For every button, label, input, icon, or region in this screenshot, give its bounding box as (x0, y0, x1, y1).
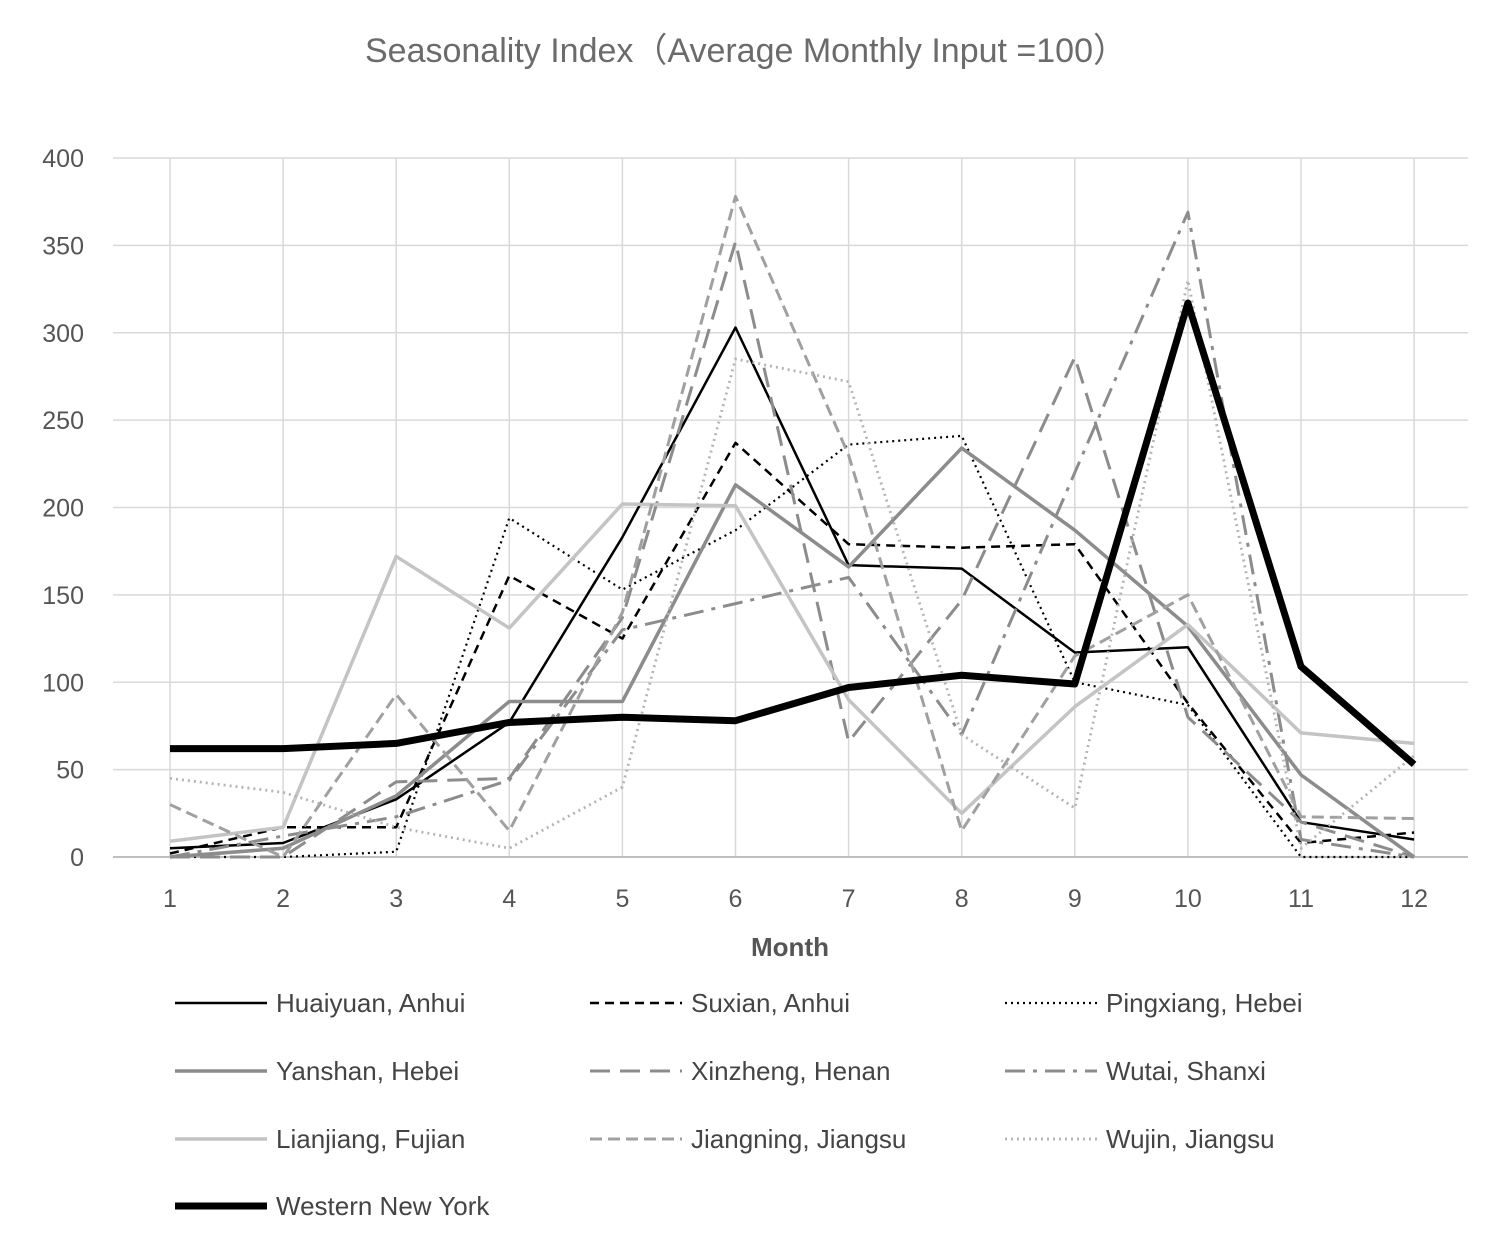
y-tick-label: 150 (42, 582, 84, 610)
y-tick-label: 50 (56, 757, 84, 785)
legend-item: Lianjiang, Fujian (175, 1124, 465, 1154)
legend-label: Huaiyuan, Anhui (276, 988, 465, 1018)
legend-item: Jiangning, Jiangsu (590, 1124, 906, 1154)
y-axis-ticks: 0 50 100 150 200 250 300 350 400 (42, 145, 84, 872)
legend-label: Wujin, Jiangsu (1106, 1124, 1275, 1154)
y-tick-label: 200 (42, 495, 84, 523)
legend-label: Lianjiang, Fujian (276, 1124, 465, 1154)
legend-item: Wutai, Shanxi (1005, 1056, 1266, 1086)
series-line-6 (169, 210, 1415, 859)
legend: Huaiyuan, Anhui Suxian, Anhui Pingxiang, H… (175, 988, 1303, 1221)
legend-label: Wutai, Shanxi (1106, 1056, 1266, 1086)
chart-title: Seasonality Index（Average Monthly Input … (365, 32, 1127, 70)
legend-item: Western New York (175, 1191, 490, 1221)
y-tick-label: 100 (42, 669, 84, 697)
legend-item: Huaiyuan, Anhui (175, 988, 465, 1018)
series-line-1 (169, 326, 1415, 850)
y-tick-label: 0 (70, 844, 84, 872)
legend-item: Xinzheng, Henan (590, 1056, 890, 1086)
x-tick-label: 12 (1400, 885, 1428, 913)
legend-label: Yanshan, Hebei (276, 1056, 459, 1086)
series-line-9 (169, 278, 1415, 850)
x-axis-title: Month (751, 932, 829, 962)
y-tick-label: 350 (42, 232, 84, 260)
legend-label: Western New York (276, 1191, 490, 1221)
legend-label: Suxian, Anhui (691, 988, 850, 1018)
series-line-7 (169, 502, 1415, 844)
x-axis-ticks: 1 2 3 4 5 6 7 8 9 10 11 12 (163, 885, 1428, 913)
y-tick-label: 400 (42, 145, 84, 173)
legend-item: Suxian, Anhui (590, 988, 850, 1018)
series-line-4 (169, 446, 1416, 859)
gridlines (113, 157, 1468, 858)
legend-label: Xinzheng, Henan (691, 1056, 890, 1086)
series-line-10 (170, 299, 1417, 768)
legend-item: Pingxiang, Hebei (1005, 988, 1303, 1018)
series-line-3 (170, 434, 1415, 859)
x-tick-label: 8 (955, 885, 969, 913)
x-tick-label: 6 (729, 885, 743, 913)
series-line-8 (169, 194, 1415, 859)
legend-item: Wujin, Jiangsu (1005, 1124, 1275, 1154)
x-tick-label: 2 (276, 885, 290, 913)
series-lines (169, 194, 1417, 859)
x-tick-label: 9 (1068, 885, 1082, 913)
y-tick-label: 250 (42, 407, 84, 435)
x-tick-label: 5 (615, 885, 629, 913)
x-tick-label: 11 (1288, 885, 1314, 913)
x-tick-label: 7 (842, 885, 856, 913)
x-tick-label: 3 (389, 885, 403, 913)
y-tick-label: 300 (42, 320, 84, 348)
series-line-5 (170, 240, 1415, 859)
x-tick-label: 1 (163, 885, 177, 913)
x-tick-label: 4 (502, 885, 516, 913)
x-tick-label: 10 (1174, 885, 1202, 913)
legend-label: Jiangning, Jiangsu (691, 1124, 906, 1154)
legend-item: Yanshan, Hebei (175, 1056, 459, 1086)
legend-label: Pingxiang, Hebei (1106, 988, 1303, 1018)
